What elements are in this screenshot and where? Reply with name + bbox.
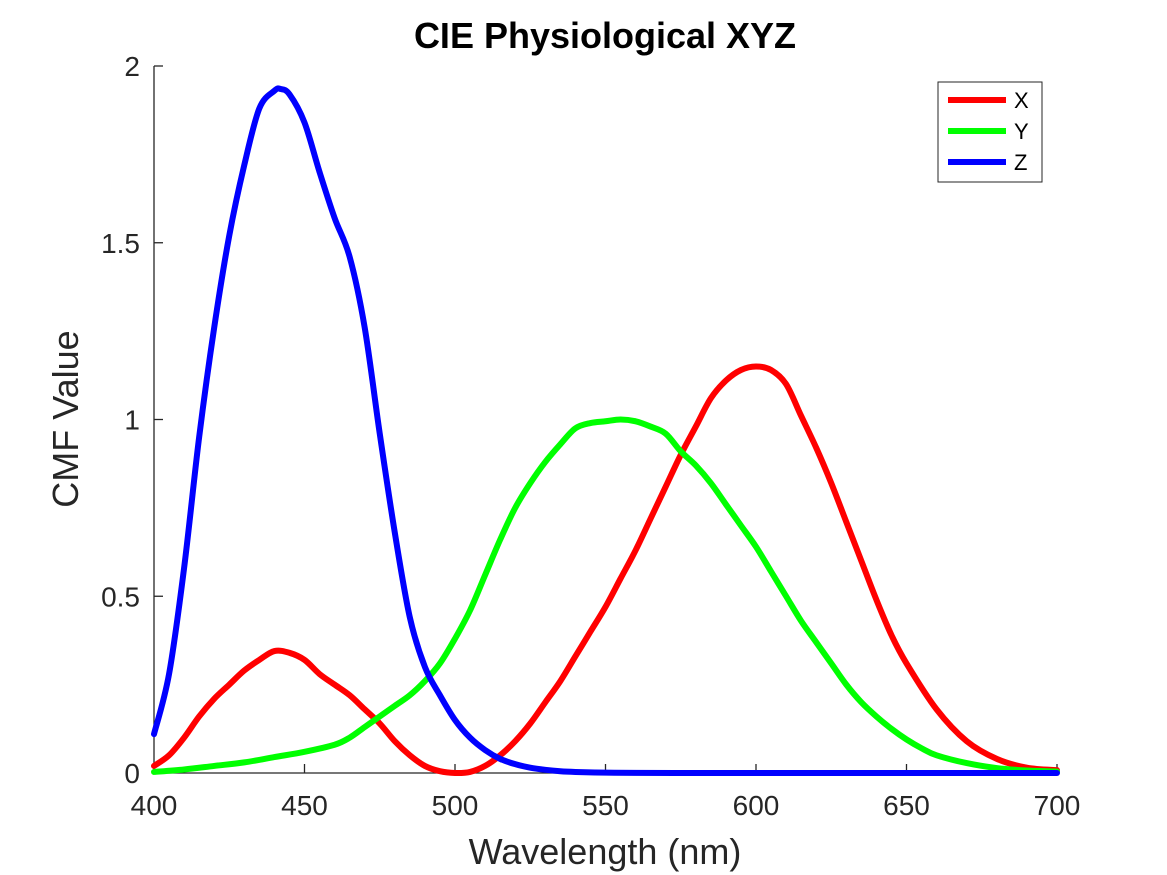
y-tick-label: 2 xyxy=(124,51,140,82)
series-group xyxy=(151,85,1060,777)
x-tick-label: 500 xyxy=(432,790,479,821)
legend-label-z: Z xyxy=(1014,150,1027,175)
y-tick-label: 1.5 xyxy=(101,228,140,259)
x-axis-label: Wavelength (nm) xyxy=(469,831,742,872)
x-ticks: 400 450 500 550 600 650 700 xyxy=(131,764,1081,821)
series-line-z xyxy=(151,85,1060,777)
x-tick-label: 550 xyxy=(582,790,629,821)
x-tick-label: 650 xyxy=(883,790,930,821)
y-axis-label: CMF Value xyxy=(45,330,86,507)
y-tick-label: 0.5 xyxy=(101,581,140,612)
y-tick-label: 1 xyxy=(124,405,140,436)
x-tick-label: 600 xyxy=(733,790,780,821)
legend-label-y: Y xyxy=(1014,119,1029,144)
chart-title: CIE Physiological XYZ xyxy=(414,15,796,56)
x-tick-label: 400 xyxy=(131,790,178,821)
x-tick-label: 450 xyxy=(281,790,328,821)
y-tick-label: 0 xyxy=(124,758,140,789)
legend[interactable]: XYZ xyxy=(937,81,1043,183)
series-line-y xyxy=(151,416,1060,775)
y-ticks: 0 0.5 1 1.5 2 xyxy=(101,51,163,789)
x-tick-label: 700 xyxy=(1034,790,1081,821)
series-line-x xyxy=(151,363,1060,777)
legend-label-x: X xyxy=(1014,88,1029,113)
